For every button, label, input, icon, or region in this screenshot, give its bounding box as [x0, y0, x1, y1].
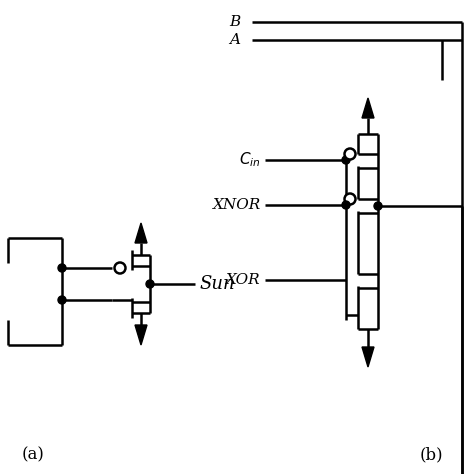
Text: A: A — [229, 33, 240, 47]
Text: B: B — [229, 15, 240, 29]
Polygon shape — [362, 347, 374, 367]
Text: (b): (b) — [420, 447, 444, 464]
Text: $C_{in}$: $C_{in}$ — [239, 151, 261, 169]
Text: XNOR: XNOR — [213, 198, 261, 212]
Circle shape — [345, 193, 356, 204]
Circle shape — [342, 201, 350, 209]
Text: Sun: Sun — [199, 275, 235, 293]
Circle shape — [146, 280, 154, 288]
Polygon shape — [362, 98, 374, 118]
Circle shape — [58, 264, 66, 272]
Text: XOR: XOR — [227, 273, 261, 287]
Polygon shape — [135, 223, 147, 243]
Circle shape — [345, 148, 356, 159]
Circle shape — [115, 263, 126, 273]
Circle shape — [374, 202, 382, 210]
Text: (a): (a) — [22, 447, 45, 464]
Polygon shape — [135, 325, 147, 345]
Circle shape — [342, 156, 350, 164]
Circle shape — [58, 296, 66, 304]
